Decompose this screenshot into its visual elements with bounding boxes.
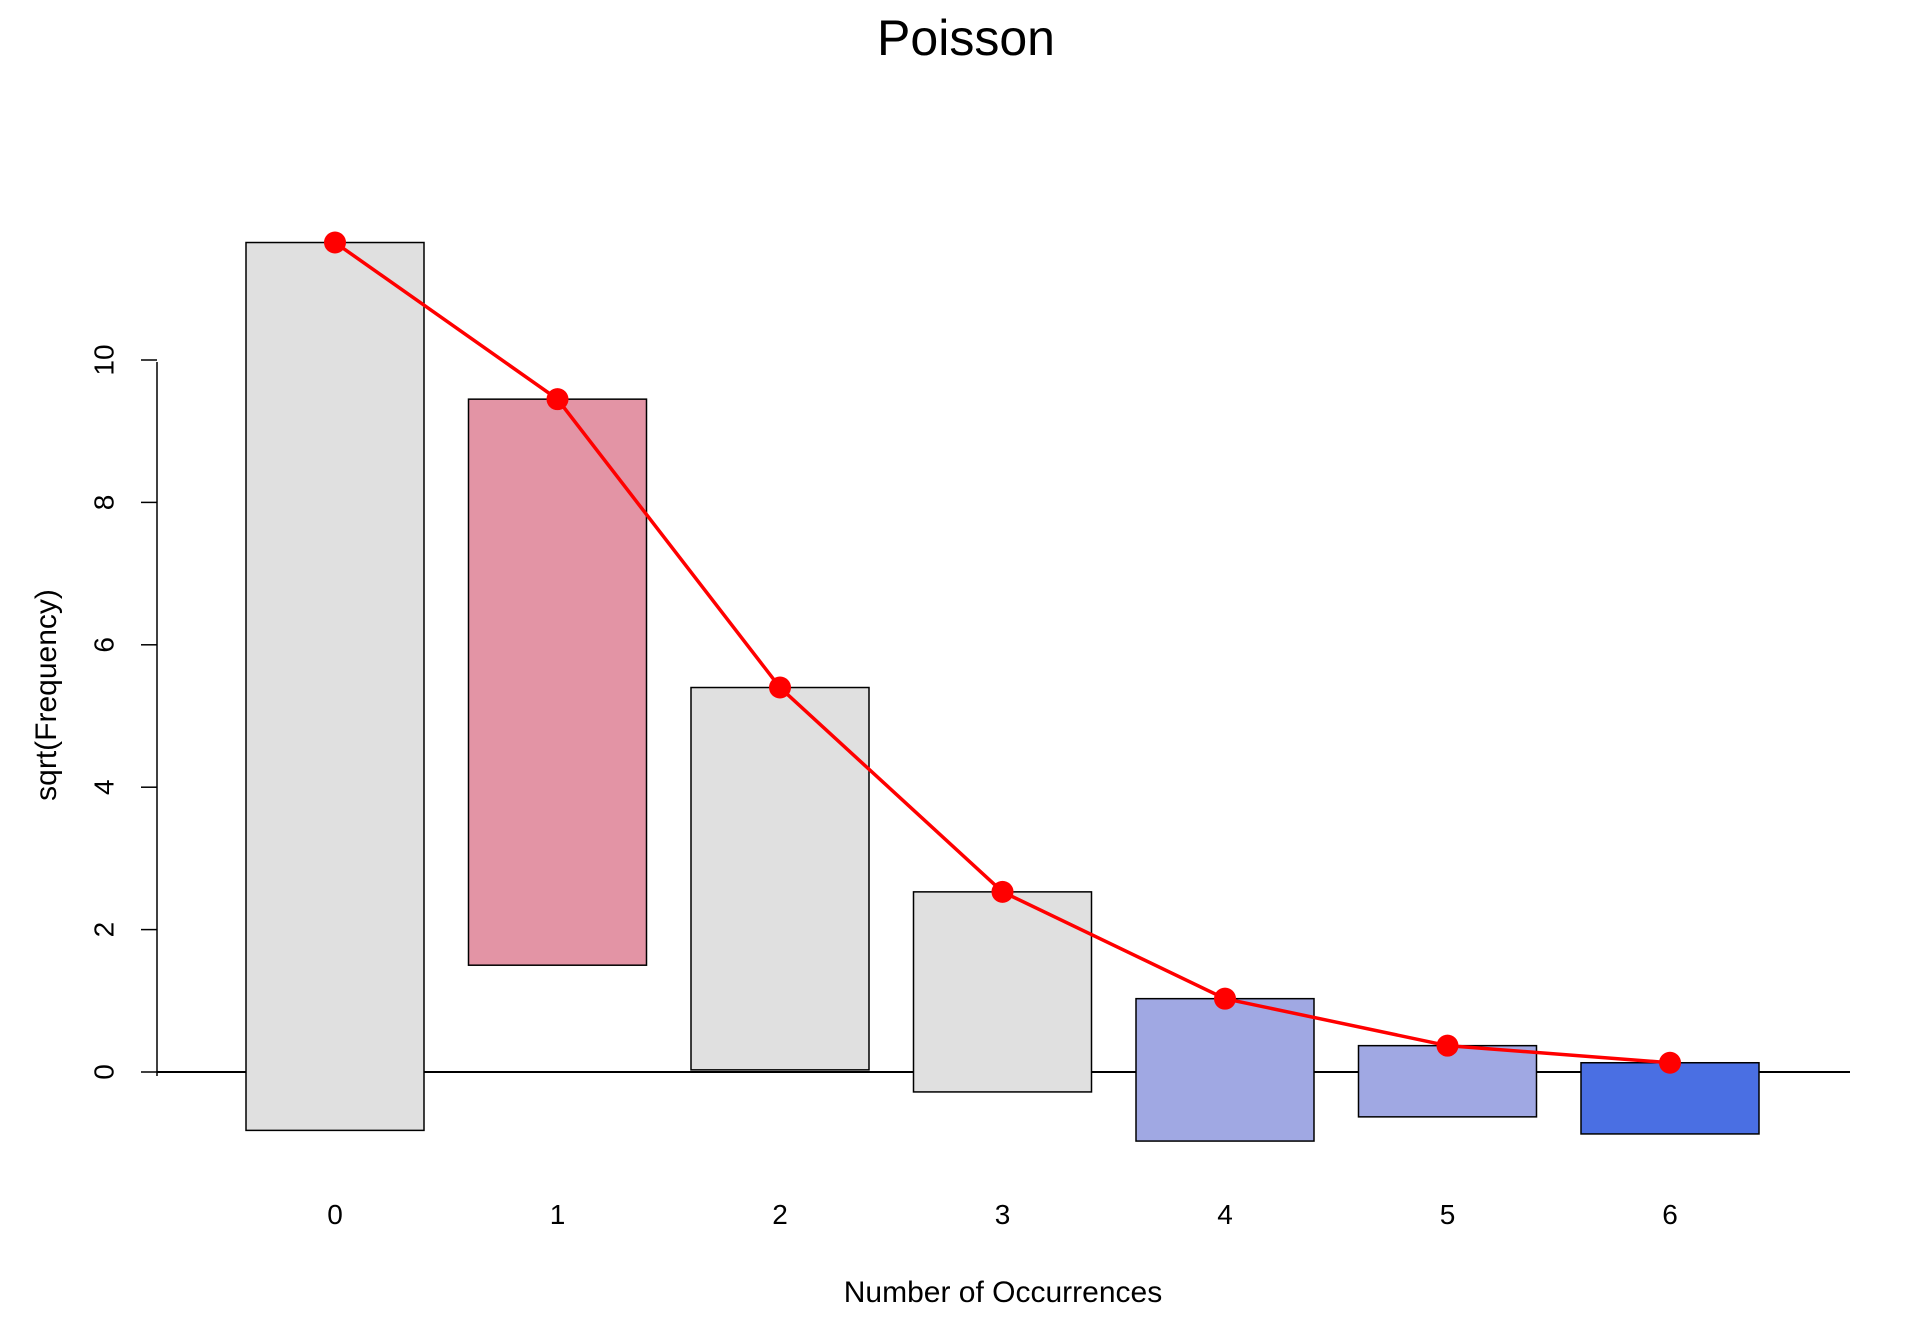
bar-0 — [245, 241, 425, 1132]
bar-6 — [1580, 1061, 1760, 1135]
x-tick-label: 4 — [1217, 1199, 1233, 1230]
y-tick-label: 0 — [89, 1064, 120, 1080]
y-tick-label: 4 — [89, 779, 120, 795]
x-tick-label: 5 — [1440, 1199, 1456, 1230]
y-tick-label: 10 — [89, 344, 120, 375]
bar-1 — [467, 398, 648, 966]
bar-4 — [1135, 997, 1315, 1142]
x-tick-label: 2 — [772, 1199, 788, 1230]
x-ticks: 0 1 2 3 4 5 6 — [327, 1199, 1678, 1230]
bar-2 — [690, 686, 870, 1071]
x-tick-label: 0 — [327, 1199, 343, 1230]
y-axis-label: sqrt(Frequency) — [30, 589, 63, 801]
y-tick-label: 2 — [89, 922, 120, 938]
x-axis-label: Number of Occurrences — [844, 1276, 1162, 1309]
bar-5 — [1357, 1044, 1538, 1118]
y-ticks: 0 2 4 6 8 10 — [89, 344, 157, 1080]
fitted-point-3 — [991, 880, 1014, 903]
fitted-point-5 — [1436, 1034, 1459, 1057]
bars — [245, 241, 1760, 1142]
fitted-point-1 — [546, 388, 569, 411]
y-tick-label: 8 — [89, 495, 120, 511]
fitted-curve — [324, 231, 1681, 1074]
bar-3 — [912, 891, 1093, 1093]
x-tick-label: 6 — [1662, 1199, 1678, 1230]
fitted-point-2 — [769, 676, 791, 699]
fitted-point-4 — [1214, 987, 1236, 1010]
fitted-point-6 — [1659, 1051, 1681, 1074]
fitted-point-0 — [324, 231, 346, 254]
y-tick-label: 6 — [89, 637, 120, 653]
x-tick-label: 3 — [995, 1199, 1011, 1230]
chart-title: Poisson — [877, 10, 1055, 66]
x-tick-label: 1 — [550, 1199, 566, 1230]
